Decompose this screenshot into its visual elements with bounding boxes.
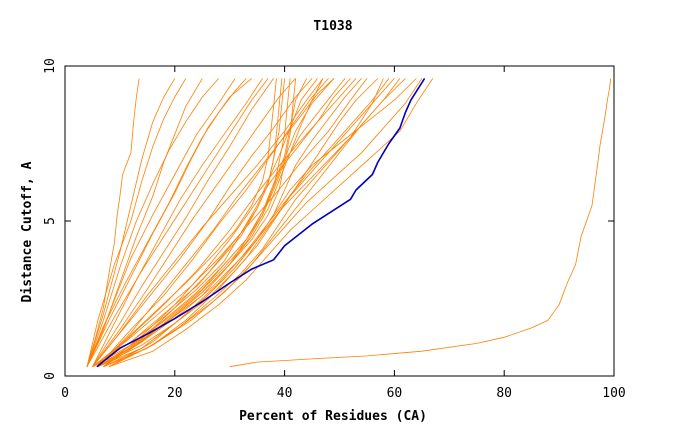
model-series-line-4 [86, 78, 220, 367]
model-series-line-14 [108, 78, 384, 368]
model-series-line-21 [92, 78, 285, 368]
model-series-line-18 [92, 78, 318, 368]
model-series-line-26 [108, 78, 434, 368]
model-series-line-29 [97, 78, 291, 368]
model-series-line-15 [108, 78, 395, 368]
model-series-line-20 [97, 78, 307, 368]
x-axis-label: Percent of Residues (CA) [239, 409, 427, 424]
model-series-line-3 [86, 78, 176, 367]
model-series-line-35 [86, 78, 187, 367]
x-tick-label-0: 0 [61, 386, 69, 401]
model-series-line-30 [92, 78, 283, 368]
model-series-line-9 [92, 78, 296, 367]
model-series-line-17 [92, 78, 335, 368]
model-series-line-13 [103, 78, 368, 368]
model-series-line-33 [103, 78, 390, 368]
y-axis-label: Distance Cutoff, A [20, 161, 35, 302]
highlight-series-line-0 [96, 77, 426, 368]
y-tick-label-2: 10 [43, 58, 58, 74]
model-series-line-22 [97, 78, 362, 368]
model-series-line-12 [97, 78, 357, 367]
model-series-line-36 [86, 78, 247, 367]
model-series-line-7 [86, 78, 269, 367]
x-tick-label-3: 60 [387, 386, 403, 401]
model-series-line-10 [92, 78, 313, 367]
chart-title: T1038 [313, 19, 352, 34]
x-tick-label-4: 80 [496, 386, 512, 401]
model-series-line-25 [103, 78, 423, 368]
model-series-line-1 [229, 78, 612, 368]
model-series-line-27 [103, 78, 417, 368]
model-series-line-38 [92, 78, 324, 367]
model-series-line-11 [97, 78, 329, 367]
model-series-line-34 [86, 78, 203, 367]
model-series-line-39 [97, 78, 335, 367]
x-tick-label-5: 100 [602, 386, 625, 401]
model-series-line-2 [86, 78, 140, 367]
model-series-line-40 [103, 78, 351, 368]
y-tick-label-0: 0 [43, 372, 58, 380]
y-tick-label-1: 5 [43, 217, 58, 225]
model-series-line-8 [92, 78, 274, 367]
ticks-layer: 0 20 40 60 80 100 0 5 10 [43, 58, 626, 401]
model-series-line-32 [108, 78, 401, 368]
model-series-line-6 [86, 78, 252, 367]
x-tick-label-2: 40 [277, 386, 293, 401]
series-layer [86, 77, 612, 368]
model-series-line-31 [92, 78, 277, 368]
x-tick-label-1: 20 [167, 386, 183, 401]
model-series-line-37 [92, 78, 263, 367]
